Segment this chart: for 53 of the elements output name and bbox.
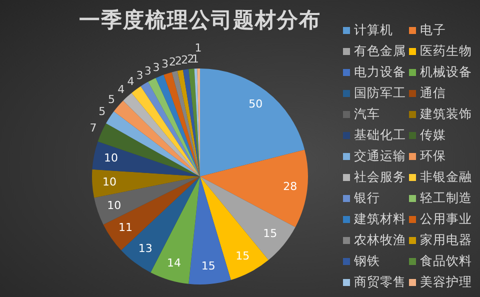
data-label: 2 <box>187 52 194 66</box>
data-label: 13 <box>138 242 152 255</box>
data-label: 3 <box>152 60 160 74</box>
data-label: 7 <box>90 121 97 134</box>
data-label: 2 <box>175 54 182 68</box>
legend-label: 家用电器 <box>420 232 472 248</box>
legend-label: 计算机 <box>354 22 393 38</box>
legend-label: 基础化工 <box>354 126 406 144</box>
legend-label: 钢铁 <box>354 252 380 270</box>
data-label: 50 <box>248 98 263 111</box>
legend-label: 传媒 <box>420 126 446 144</box>
data-label: 15 <box>201 260 216 273</box>
legend-label: 银行 <box>354 190 380 206</box>
data-label: 5 <box>108 92 115 106</box>
data-label: 14 <box>167 256 182 270</box>
chart-title: 一季度梳理公司题材分布 <box>79 8 321 32</box>
data-label: 4 <box>127 75 134 88</box>
data-label: 28 <box>283 180 298 194</box>
data-label: 3 <box>144 64 152 78</box>
data-label: 2 <box>168 56 176 69</box>
legend-label: 电子 <box>420 22 446 38</box>
data-label: 10 <box>104 152 118 165</box>
legend-label: 非银金融 <box>420 168 472 186</box>
data-label: 15 <box>236 249 250 262</box>
data-label: 1 <box>194 41 202 54</box>
legend-label: 农林牧渔 <box>354 232 406 248</box>
data-label: 3 <box>136 69 144 82</box>
legend-label: 汽车 <box>354 106 380 122</box>
legend-label: 建筑装饰 <box>420 106 472 122</box>
legend-label: 通信 <box>420 84 446 102</box>
legend-label: 机械设备 <box>420 64 472 80</box>
data-label: 2 <box>181 53 188 66</box>
legend-label: 电力设备 <box>354 64 406 80</box>
legend-label: 医药生物 <box>420 42 472 60</box>
data-label: 1 <box>192 52 199 66</box>
legend-label: 食品饮料 <box>420 252 472 270</box>
legend-label: 轻工制造 <box>420 190 472 206</box>
data-label: 3 <box>162 58 169 71</box>
data-label: 15 <box>263 226 278 240</box>
legend-label: 美容护理 <box>420 274 472 290</box>
data-label: 10 <box>107 198 122 212</box>
legend-label: 交通运输 <box>354 148 406 164</box>
legend-label: 有色金属 <box>354 42 406 60</box>
legend-label: 国防军工 <box>354 84 406 102</box>
legend-label: 商贸零售 <box>354 274 406 290</box>
legend-label: 公用事业 <box>420 210 472 228</box>
data-label: 5 <box>98 105 106 118</box>
data-label: 10 <box>102 175 116 188</box>
data-label: 11 <box>118 221 132 234</box>
data-label: 4 <box>118 82 125 96</box>
legend-label: 建筑材料 <box>354 210 406 228</box>
legend-label: 社会服务 <box>354 168 406 186</box>
legend-label: 环保 <box>420 148 446 164</box>
